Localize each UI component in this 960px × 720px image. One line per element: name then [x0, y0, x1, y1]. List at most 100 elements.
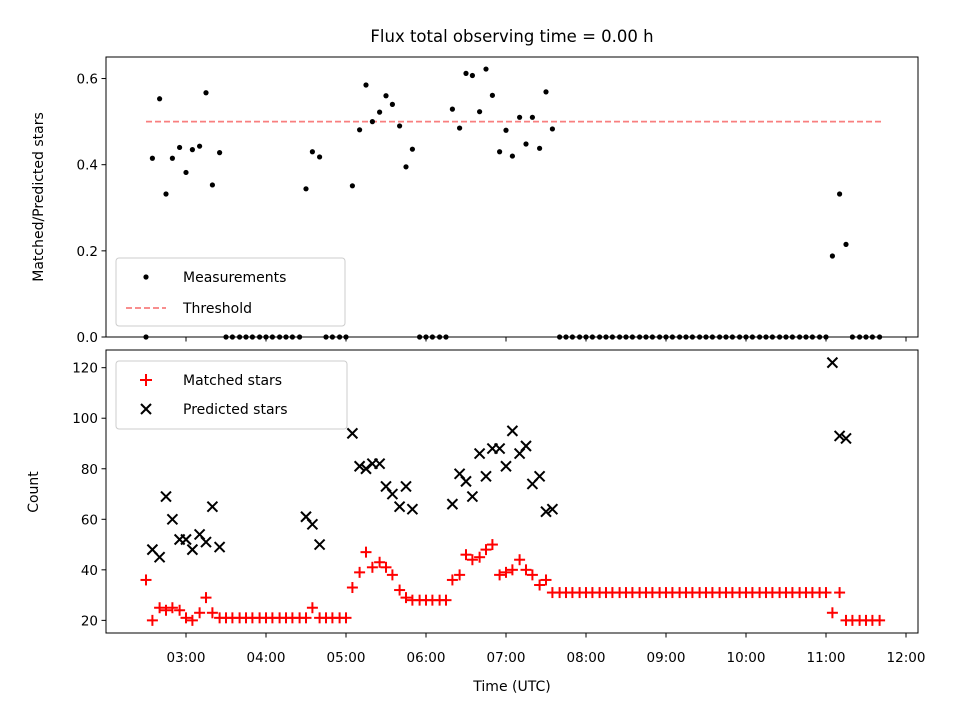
matched-point [520, 564, 532, 576]
top-legend-box [115, 257, 346, 327]
matched-point [480, 544, 492, 556]
matched-point [186, 614, 198, 626]
measurement-point [197, 143, 203, 149]
predicted-point [473, 447, 486, 460]
bottom-x-tick-label: 07:00 [487, 650, 526, 666]
measurement-point [163, 191, 169, 197]
predicted-point [160, 490, 172, 503]
top-y-tick-label: 0.6 [77, 72, 98, 88]
measurement-point [463, 70, 469, 76]
legend-measurements-marker [143, 274, 149, 280]
predicted-point [446, 498, 459, 510]
matched-point [166, 602, 178, 614]
predicted-point [506, 425, 519, 437]
measurement-point [217, 150, 223, 156]
top-y-tick-label: 0.4 [77, 158, 98, 174]
predicted-point [480, 470, 492, 483]
matched-point [360, 546, 372, 558]
bottom-ticks: 20 40 60 80 100 120 03:00 04:00 05:00 06:00 07:00 0… [72, 361, 925, 666]
measurement-point [357, 127, 363, 133]
measurement-point [829, 253, 836, 259]
matched-point [834, 587, 846, 599]
top-chart-title: Flux total observing time = 0.00 h [370, 27, 653, 46]
matched-point [174, 604, 186, 616]
bottom-legend-box [115, 360, 348, 430]
matched-point [386, 569, 398, 581]
matched-point [540, 574, 552, 586]
bottom-y-tick-label: 60 [81, 512, 98, 528]
matched-point [400, 592, 412, 604]
matched-point [140, 574, 152, 586]
matched-point [534, 579, 546, 591]
top-plot-frame [105, 56, 919, 338]
bottom-x-tick-label: 03:00 [167, 650, 206, 666]
measurement-point [363, 82, 369, 88]
measurement-point [837, 191, 843, 197]
measurement-point [209, 182, 215, 188]
predicted-point [186, 543, 199, 556]
matched-point [874, 614, 886, 626]
measurement-point [489, 92, 495, 98]
matched-point [460, 549, 472, 561]
measurement-point [483, 66, 489, 72]
measurement-point [537, 145, 543, 151]
bottom-y-tick-label: 100 [72, 411, 98, 427]
bottom-x-tick-label: 06:00 [407, 650, 446, 666]
matched-point [440, 594, 452, 606]
matched-point [366, 561, 378, 573]
bottom-x-tick-label: 05:00 [327, 650, 366, 666]
bottom-y-tick-label: 20 [81, 613, 98, 629]
measurement-point [189, 147, 195, 153]
measurement-point [349, 183, 355, 189]
matched-point [506, 564, 518, 576]
matched-point [160, 604, 172, 616]
bottom-x-tick-label: 04:00 [247, 650, 286, 666]
measurement-point [177, 144, 183, 151]
top-ticks: 0.0 0.2 0.4 0.6 [77, 72, 907, 346]
predicted-point [546, 503, 559, 515]
measurement-point [497, 149, 503, 155]
bottom-legend: Matched stars Predicted stars [115, 360, 348, 430]
matched-point [514, 554, 526, 566]
predicted-point [520, 440, 532, 452]
measurement-point [149, 155, 155, 161]
matched-point [446, 574, 458, 586]
matched-point [194, 607, 206, 619]
matched-point [486, 539, 498, 551]
predicted-point [833, 430, 846, 442]
matched-point [500, 566, 512, 578]
matched-point [394, 584, 406, 596]
legend-threshold-label: Threshold [182, 301, 252, 317]
measurement-point [543, 89, 549, 95]
matched-point [300, 612, 312, 624]
bottom-y-tick-label: 80 [81, 462, 98, 478]
measurement-point [403, 164, 409, 170]
measurement-point [477, 109, 483, 115]
predicted-point [500, 460, 512, 472]
measurement-point [303, 186, 309, 192]
bottom-panel: 20 40 60 80 100 120 03:00 04:00 05:00 06:00 07:00 0… [26, 349, 925, 695]
matched-point [180, 612, 192, 624]
predicted-point [213, 541, 226, 553]
measurement-point [549, 126, 556, 132]
measurement-point [843, 241, 849, 247]
predicted-point [200, 536, 212, 548]
matched-point [380, 561, 392, 573]
x-axis-label: Time (UTC) [472, 679, 550, 695]
matched-point [146, 614, 158, 626]
top-legend: Measurements Threshold [115, 257, 346, 327]
measurement-point [203, 90, 209, 96]
measurement-point [469, 72, 475, 79]
measurement-point [449, 106, 455, 112]
matched-point [494, 569, 506, 581]
matched-point [374, 556, 386, 568]
measurement-point [457, 125, 463, 131]
predicted-point [840, 432, 852, 445]
matched-point [200, 592, 212, 604]
measurement-point [409, 146, 415, 152]
legend-predicted-label: Predicted stars [183, 402, 288, 418]
measurement-point [397, 123, 403, 129]
bottom-y-axis-label: Count [26, 471, 42, 513]
matched-point [474, 551, 486, 563]
matched-point [820, 587, 832, 599]
